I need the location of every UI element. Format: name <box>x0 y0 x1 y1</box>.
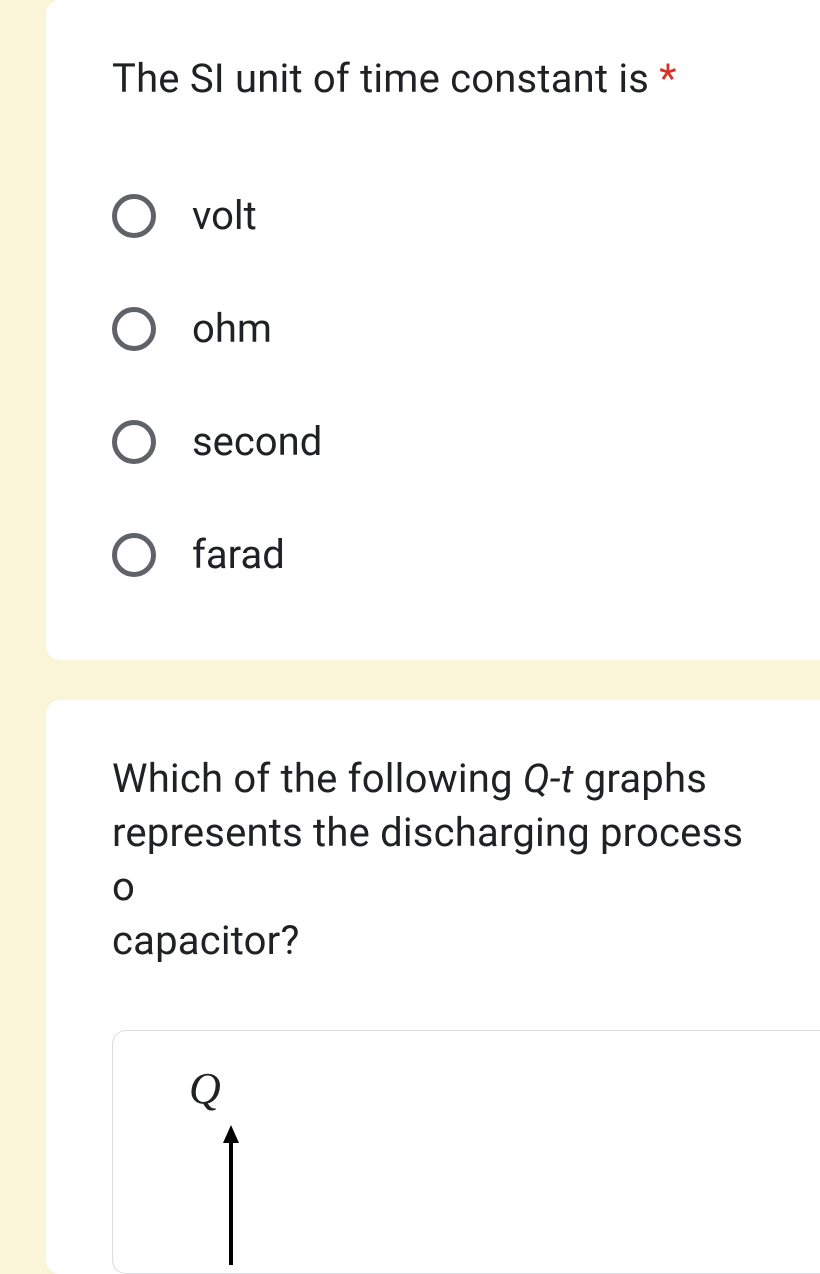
question-2-italic: Q-t <box>523 755 574 802</box>
question-1-text: The SI unit of time constant is <box>112 55 659 102</box>
page-root: The SI unit of time constant is * volt o… <box>0 0 820 1274</box>
question-1-options: volt ohm second farad <box>112 192 770 578</box>
radio-icon <box>112 307 156 351</box>
question-2-title: Which of the following Q-t graphs repres… <box>112 700 770 968</box>
question-2-text-part2: represents the discharging process o <box>112 809 743 910</box>
option-label: farad <box>192 531 285 578</box>
radio-icon <box>112 533 156 577</box>
question-1-title: The SI unit of time constant is * <box>112 0 770 106</box>
required-asterisk: * <box>659 55 676 102</box>
option-label: second <box>192 418 322 465</box>
option-label: ohm <box>192 305 272 352</box>
graph-option-card[interactable]: Q <box>112 1030 820 1274</box>
graph-y-axis-icon <box>217 1125 257 1265</box>
radio-icon <box>112 194 156 238</box>
radio-icon <box>112 420 156 464</box>
question-2-text-part1b: graphs <box>574 755 707 802</box>
question-2-text-part1: Which of the following <box>112 755 523 802</box>
option-label: volt <box>192 192 257 239</box>
question-card-2: Which of the following Q-t graphs repres… <box>46 700 820 1274</box>
option-farad[interactable]: farad <box>112 531 770 578</box>
option-ohm[interactable]: ohm <box>112 305 770 352</box>
option-second[interactable]: second <box>112 418 770 465</box>
question-card-1: The SI unit of time constant is * volt o… <box>46 0 820 660</box>
question-2-text-part3: capacitor? <box>112 917 300 964</box>
option-volt[interactable]: volt <box>112 192 770 239</box>
graph-axis-label-q: Q <box>189 1063 221 1114</box>
